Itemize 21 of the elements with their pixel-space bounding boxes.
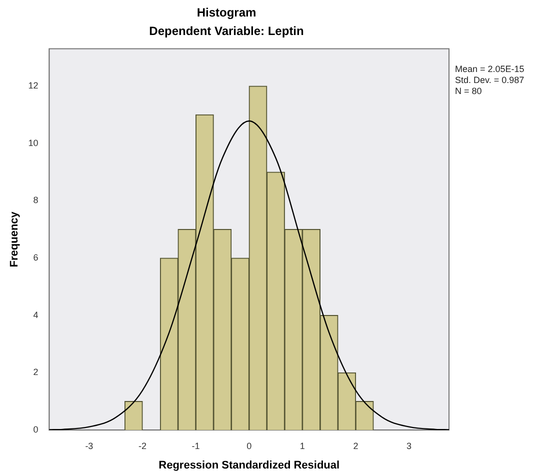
y-tick-label: 6 — [33, 252, 38, 263]
x-tick-label: 1 — [300, 440, 305, 451]
x-tick-label: 0 — [246, 440, 252, 451]
x-tick-label: -2 — [138, 440, 147, 451]
x-tick-label: 3 — [406, 440, 412, 451]
chart-subtitle: Dependent Variable: Leptin — [149, 24, 304, 38]
x-tick-label: -3 — [85, 440, 94, 451]
y-tick-label: 10 — [28, 138, 38, 148]
x-tick-label: 2 — [353, 440, 358, 451]
y-tick-label: 12 — [28, 80, 38, 91]
y-tick-label: 4 — [33, 310, 38, 320]
y-axis-title: Frequency — [8, 210, 21, 268]
y-tick-label: 8 — [33, 195, 38, 206]
x-axis-title: Regression Standardized Residual — [158, 459, 340, 472]
chart-title: Histogram — [196, 6, 256, 20]
y-tick-label: 0 — [33, 424, 38, 434]
text: N = 80 — [455, 86, 483, 97]
text: Std. Dev. = 0.987 — [455, 75, 526, 86]
x-tick-label: -1 — [192, 440, 200, 451]
y-tick-label: 2 — [33, 367, 38, 378]
text: Mean = 2.05E-15 — [455, 64, 526, 75]
